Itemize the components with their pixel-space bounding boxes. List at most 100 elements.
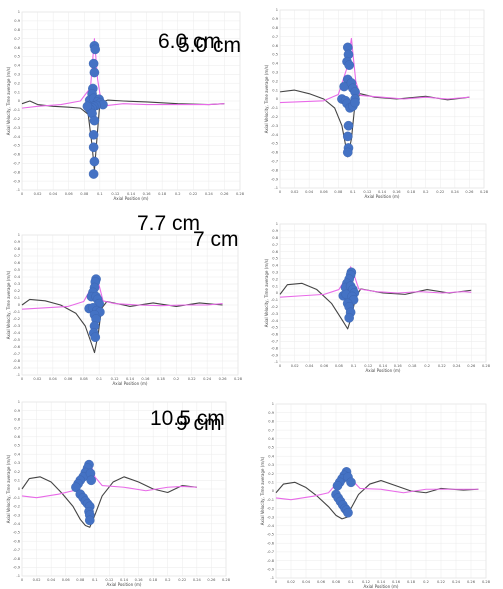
x-tick-label: 0.14 bbox=[120, 578, 129, 582]
x-tick-label: 0.22 bbox=[436, 190, 444, 194]
panel-label: 9 cm bbox=[176, 412, 222, 435]
y-tick-label: 0.1 bbox=[14, 90, 20, 94]
x-tick-label: 0.24 bbox=[452, 580, 461, 584]
y-tick-label: -1 bbox=[16, 188, 20, 192]
y-tick-label: 0.5 bbox=[268, 446, 274, 450]
y-tick-label: 1 bbox=[18, 233, 20, 237]
x-tick-label: 0.28 bbox=[480, 190, 489, 194]
y-tick-label: -0.6 bbox=[271, 151, 279, 155]
y-tick-label: 0.6 bbox=[14, 46, 20, 50]
y-tick-label: 0.9 bbox=[268, 411, 274, 415]
x-tick-label: 0.16 bbox=[393, 190, 402, 194]
y-tick-label: 0.3 bbox=[14, 461, 20, 465]
x-tick-label: 0.08 bbox=[335, 364, 344, 368]
y-tick-label: -0.9 bbox=[13, 366, 21, 370]
x-tick-label: 0.18 bbox=[407, 580, 416, 584]
y-tick-label: -0.5 bbox=[13, 531, 20, 535]
chart-panel-4: 0 0.02 0.04 0.06 0.08 0.1 0.12 0.14 0.16 0.18 0.2 0… bbox=[137, 212, 491, 373]
y-tick-label: 0 bbox=[18, 99, 21, 103]
x-tick-label: 0.24 bbox=[453, 364, 462, 368]
y-tick-label: 0.2 bbox=[14, 81, 20, 85]
x-tick-label: 0.12 bbox=[362, 580, 370, 584]
chart-panel-3: 0 0.02 0.04 0.06 0.08 0.1 0.12 0.14 0.16 0.18 0.2 0… bbox=[6, 228, 243, 386]
y-tick-label: -0.6 bbox=[267, 541, 275, 545]
x-tick-label: 0.06 bbox=[65, 192, 74, 196]
y-tick-label: -0.3 bbox=[13, 513, 20, 517]
y-tick-label: -1 bbox=[16, 373, 20, 377]
y-tick-label: 0.6 bbox=[14, 261, 20, 265]
y-tick-label: 0.6 bbox=[14, 435, 20, 439]
y-tick-label: -0.8 bbox=[267, 559, 275, 563]
x-tick-label: 0.2 bbox=[424, 364, 430, 368]
y-tick-label: -0.7 bbox=[271, 340, 278, 344]
x-tick-label: 0.16 bbox=[135, 578, 144, 582]
x-tick-label: 0.04 bbox=[305, 190, 314, 194]
y-tick-label: 0.9 bbox=[14, 409, 20, 413]
y-tick-label: -0.2 bbox=[13, 317, 20, 321]
y-tick-label: -0.4 bbox=[271, 133, 279, 137]
x-axis-label: Axial Position (m) bbox=[113, 381, 148, 386]
y-tick-label: 0.7 bbox=[14, 254, 20, 258]
x-tick-label: 0.1 bbox=[350, 190, 356, 194]
y-tick-label: 0 bbox=[276, 291, 279, 295]
y-tick-label: -0.3 bbox=[271, 124, 278, 128]
y-tick-label: -0.2 bbox=[271, 115, 278, 119]
data-point bbox=[332, 480, 343, 491]
data-point bbox=[89, 156, 100, 167]
y-tick-label: 0 bbox=[272, 489, 275, 493]
x-tick-label: 0 bbox=[21, 578, 24, 582]
x-tick-label: 0.24 bbox=[193, 578, 202, 582]
y-tick-label: 0.7 bbox=[268, 428, 274, 432]
data-point bbox=[343, 507, 353, 518]
y-tick-label: 0.3 bbox=[272, 271, 278, 275]
x-tick-label: 0.08 bbox=[80, 192, 89, 196]
y-tick-label: 0.1 bbox=[272, 88, 278, 92]
x-tick-label: 0.12 bbox=[364, 364, 372, 368]
y-tick-label: -0.8 bbox=[13, 557, 21, 561]
chart-panel-1: 0 0.02 0.04 0.06 0.08 0.1 0.12 0.14 0.16 0.18 0.2 0… bbox=[6, 10, 245, 201]
y-tick-label: -0.2 bbox=[13, 505, 20, 509]
x-tick-label: 0.06 bbox=[62, 578, 71, 582]
y-tick-label: -0.1 bbox=[271, 106, 278, 110]
chart-panel-2: 0 0.02 0.04 0.06 0.08 0.1 0.12 0.14 0.16 0.18 0.2 0… bbox=[158, 8, 489, 199]
panel-label: 7.7 cm bbox=[137, 212, 200, 235]
y-tick-label: 0.2 bbox=[14, 289, 20, 293]
x-tick-label: 0.2 bbox=[173, 377, 179, 381]
x-tick-label: 0.02 bbox=[33, 377, 41, 381]
y-tick-label: -0.5 bbox=[13, 338, 20, 342]
data-point bbox=[342, 131, 353, 142]
y-tick-label: -0.7 bbox=[267, 550, 274, 554]
x-tick-label: 0.28 bbox=[482, 580, 491, 584]
y-tick-label: -0.5 bbox=[13, 144, 20, 148]
data-point bbox=[88, 58, 99, 69]
y-tick-label: 0.2 bbox=[268, 472, 274, 476]
x-tick-label: 0.16 bbox=[394, 364, 403, 368]
x-tick-label: 0.2 bbox=[165, 578, 171, 582]
y-tick-label: -0.7 bbox=[271, 160, 278, 164]
y-tick-label: 0.6 bbox=[272, 250, 278, 254]
y-tick-label: 0.8 bbox=[14, 28, 20, 32]
x-tick-label: 0.24 bbox=[205, 192, 214, 196]
x-tick-label: 0.12 bbox=[111, 192, 119, 196]
x-tick-label: 0.14 bbox=[379, 364, 388, 368]
y-tick-label: 0 bbox=[18, 487, 21, 491]
y-tick-label: 1 bbox=[18, 400, 20, 404]
y-tick-label: 0.1 bbox=[268, 481, 274, 485]
x-tick-label: 0.26 bbox=[465, 190, 474, 194]
x-axis-label: Axial Position (m) bbox=[114, 196, 149, 201]
y-tick-label: -0.1 bbox=[13, 496, 20, 500]
y-tick-label: 0.9 bbox=[272, 17, 278, 21]
x-tick-label: 0.04 bbox=[49, 192, 58, 196]
y-tick-label: -0.8 bbox=[271, 168, 279, 172]
y-tick-label: 0.5 bbox=[14, 268, 20, 272]
x-tick-label: 0.08 bbox=[332, 580, 341, 584]
data-point bbox=[88, 130, 99, 140]
y-axis-label: Axial Velocity, Time average (m/s) bbox=[6, 270, 11, 339]
x-tick-label: 0.14 bbox=[377, 580, 386, 584]
y-tick-label: 0.5 bbox=[272, 257, 278, 261]
y-tick-label: 0.1 bbox=[272, 284, 278, 288]
x-tick-label: 0.18 bbox=[408, 364, 417, 368]
y-tick-label: 1 bbox=[276, 222, 278, 226]
x-tick-label: 0.06 bbox=[320, 190, 329, 194]
x-tick-label: 0.1 bbox=[92, 578, 98, 582]
